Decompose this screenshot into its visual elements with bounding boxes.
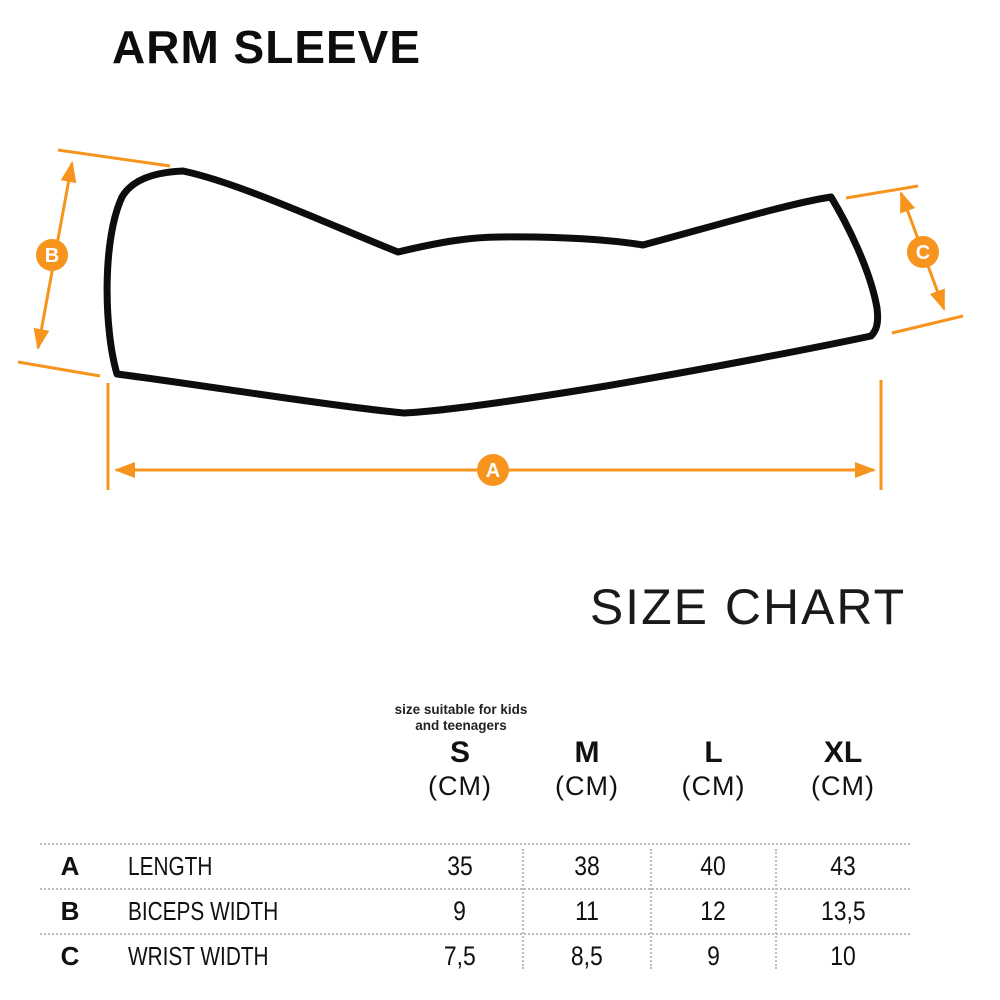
value-text: 11 [575,896,599,926]
size-label: L [704,736,723,769]
size-chart-table: A LENGTH 35 38 40 43 B BICEPS WIDTH 9 11… [40,843,910,978]
dimension-c-extension-top [845,184,919,200]
value-text: 8,5 [571,941,603,971]
value-xl: 13,5 [776,896,910,927]
dimension-b-extension-bottom [17,360,101,378]
kids-note-line2: and teenagers [415,718,507,733]
value-s: 7,5 [397,941,523,972]
value-xl: 10 [776,941,910,972]
value-s: 35 [397,851,523,882]
value-l: 40 [651,851,776,882]
dimension-b-extension-top [57,148,171,168]
column-header-m: M (CM) [523,737,651,803]
row-label: WRIST WIDTH [100,941,397,972]
value-m: 11 [523,896,651,927]
dimension-b: B [17,148,171,378]
row-label-text: WRIST WIDTH [128,941,269,971]
size-label: S [449,736,470,769]
row-label: BICEPS WIDTH [100,896,397,927]
dimension-c: C [845,184,964,335]
column-divider [522,849,524,969]
value-m: 8,5 [523,941,651,972]
dimension-c-extension-bottom [891,314,964,335]
value-text: 35 [447,851,473,881]
value-text: 13,5 [820,896,866,926]
value-text: 12 [700,896,727,926]
value-text: 7,5 [444,941,476,971]
arm-sleeve-diagram: B A C [17,148,964,490]
size-label: M [574,736,600,769]
value-m: 38 [523,851,651,882]
column-header-l: L (CM) [651,737,776,803]
dimension-c-label: C [916,242,930,264]
value-l: 12 [651,896,776,927]
column-divider [650,849,652,969]
kids-note: size suitable for kids and teenagers [385,702,537,734]
unit-label: (CM) [811,771,875,801]
kids-note-line1: size suitable for kids [394,702,528,717]
row-letter: C [60,941,80,971]
size-chart-title: SIZE CHART [589,579,907,635]
size-label: XL [823,736,863,769]
page-title: ARM SLEEVE [112,21,422,73]
column-divider [775,849,777,969]
row-label-text: LENGTH [128,851,213,881]
row-label-text: BICEPS WIDTH [128,896,279,926]
value-text: 10 [830,941,856,971]
sleeve-outline [103,167,882,417]
value-s: 9 [397,896,523,927]
value-text: 38 [574,851,600,881]
dimension-a-label: A [486,460,500,482]
value-text: 9 [707,941,720,971]
value-text: 40 [700,851,727,881]
unit-label: (CM) [681,771,746,801]
row-label: LENGTH [100,851,397,882]
dimension-a-badge [477,454,509,486]
dimension-b-label: B [45,245,59,267]
dimension-c-badge [907,236,939,268]
column-header-xl: XL (CM) [776,737,910,803]
table-row-length: A LENGTH 35 38 40 43 [40,843,910,888]
table-row-biceps-width: B BICEPS WIDTH 9 11 12 13,5 [40,888,910,933]
row-letter: A [60,851,80,881]
value-l: 9 [651,941,776,972]
size-chart-header-row: S (CM) M (CM) L (CM) XL (CM) [40,737,910,803]
column-header-s: S (CM) [397,737,523,803]
value-text: 9 [453,896,467,926]
unit-label: (CM) [555,771,619,801]
value-text: 43 [830,851,856,881]
dimension-a: A [106,380,883,490]
unit-label: (CM) [428,771,492,801]
dimension-b-badge [36,239,68,271]
value-xl: 43 [776,851,910,882]
row-letter: B [60,896,80,926]
table-row-wrist-width: C WRIST WIDTH 7,5 8,5 9 10 [40,933,910,978]
